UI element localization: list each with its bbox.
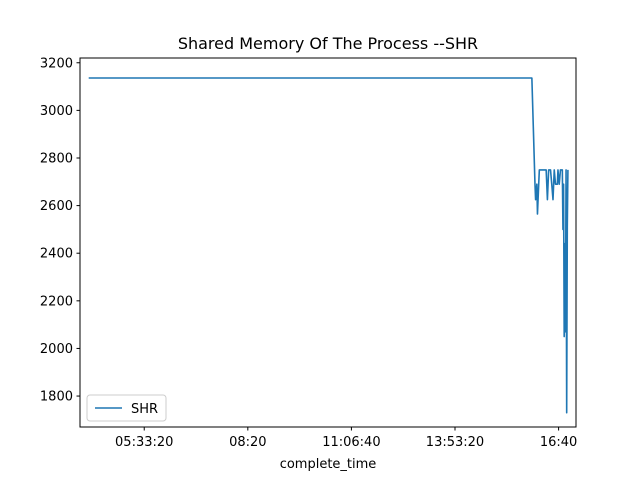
x-axis-label: complete_time [280, 457, 377, 472]
legend-label-shr: SHR [131, 402, 158, 417]
x-tick-label: 13:53:20 [426, 435, 484, 450]
y-tick-label: 2000 [40, 342, 73, 357]
x-axis: 05:33:20 08:20 11:06:40 13:53:20 16:40 [115, 427, 577, 450]
y-tick-label: 2400 [40, 247, 73, 262]
axes-frame [79, 57, 577, 428]
y-tick-label: 3000 [40, 104, 73, 119]
series-line-shr [88, 77, 569, 414]
y-tick-label: 2600 [40, 199, 73, 214]
legend: SHR [86, 394, 167, 422]
x-tick-label: 08:20 [229, 435, 266, 450]
x-tick-label: 05:33:20 [115, 435, 173, 450]
y-tick-label: 3200 [40, 56, 73, 71]
y-tick-label: 2800 [40, 151, 73, 166]
y-tick-label: 1800 [40, 390, 73, 405]
plot-area [88, 77, 569, 414]
legend-box [86, 394, 167, 422]
chart-title: Shared Memory Of The Process --SHR [178, 34, 478, 53]
x-tick-label: 11:06:40 [322, 435, 380, 450]
y-axis: 1800 2000 2200 2400 2600 2800 3000 3200 [40, 56, 80, 405]
y-tick-label: 2200 [40, 294, 73, 309]
x-tick-label: 16:40 [540, 435, 577, 450]
